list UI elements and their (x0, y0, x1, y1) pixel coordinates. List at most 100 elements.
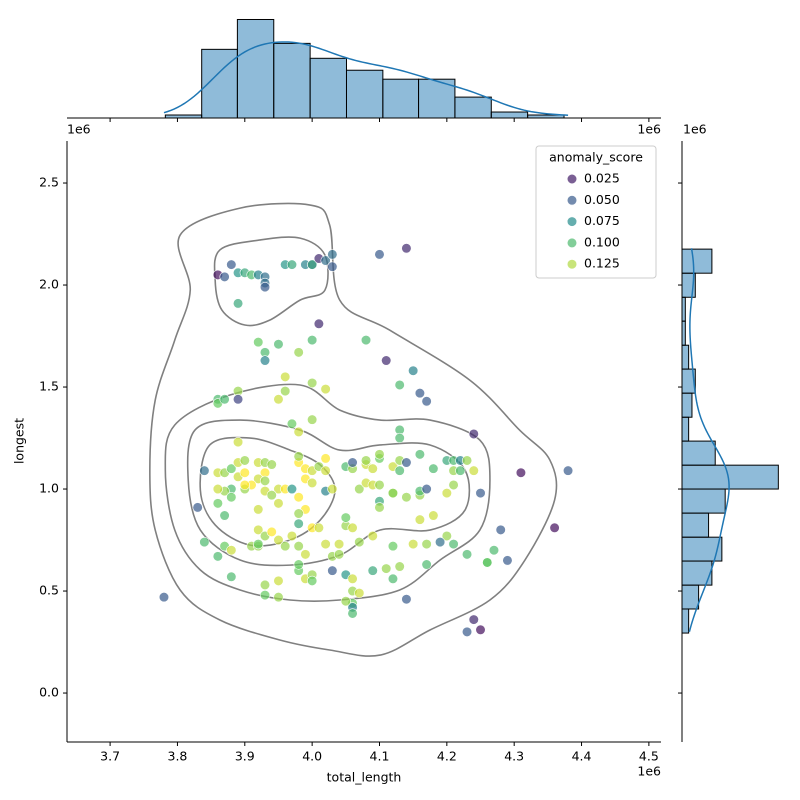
scatter-point (266, 459, 277, 470)
top-hist-bar (164, 114, 203, 119)
y-tick-label: 1.0 (39, 481, 59, 496)
scatter-point (441, 488, 452, 499)
legend-marker (566, 259, 578, 270)
scatter-point (286, 259, 298, 270)
scatter-point (293, 451, 304, 462)
scatter-point (212, 498, 223, 509)
scatter-point (320, 465, 331, 476)
scatter-point (293, 347, 304, 358)
scatter-point (280, 386, 291, 397)
scatter-point (273, 339, 284, 350)
scatter-point (307, 259, 318, 270)
contours (149, 202, 558, 657)
scatter-point (354, 483, 365, 495)
scatter-point (333, 539, 345, 550)
scatter-point (374, 449, 385, 460)
scatter-point (212, 551, 223, 562)
scatter-point (232, 298, 244, 309)
scatter-point (158, 592, 170, 603)
scatter-point (286, 530, 298, 542)
legend-title: anomaly_score (549, 150, 643, 165)
scatter-point (199, 536, 210, 548)
scatter-point (313, 318, 324, 329)
scatter-point (387, 541, 399, 552)
top-hist-bar (236, 18, 275, 119)
scatter-point (259, 281, 271, 293)
scatter-point (367, 565, 378, 576)
scatter-point (226, 545, 237, 556)
scatter-point (219, 394, 230, 405)
scatter-point (232, 437, 244, 448)
scatter-point (562, 465, 574, 476)
scatter-point (333, 549, 345, 560)
scatter-point (401, 594, 412, 605)
right-kde-line (688, 248, 730, 633)
offset-text: 1e6 (637, 764, 661, 779)
scatter-point (219, 271, 230, 282)
scatter-point (408, 539, 419, 550)
scatter-point (259, 590, 271, 601)
kde-contour (149, 202, 558, 657)
scatter-point (320, 453, 331, 464)
scatter-point (313, 522, 324, 533)
offset-text: 1e6 (67, 122, 91, 137)
scatter-point (293, 518, 304, 529)
right-hist-bar (681, 296, 686, 322)
x-tick-label: 3.8 (168, 749, 188, 764)
scatter-point (408, 365, 419, 376)
top-hist-bar (273, 42, 311, 119)
x-tick-label: 4.1 (370, 749, 390, 764)
right-hist-bar (681, 344, 690, 370)
scatter-point (455, 465, 466, 476)
top-hist-bar (418, 78, 456, 119)
scatter-point (549, 522, 560, 533)
right-hist-bar (681, 512, 710, 538)
scatter-point (367, 463, 378, 474)
top-hist-bar (490, 111, 529, 119)
scatter-point (253, 504, 264, 515)
scatter-point (266, 490, 277, 501)
right-hist-bar (681, 608, 690, 634)
scatter-point (421, 396, 432, 407)
scatter-point (414, 449, 425, 460)
right-hist-bar (681, 440, 716, 466)
x-axis-label: total_length (327, 770, 402, 785)
legend-label: 0.050 (584, 192, 620, 207)
scatter-point (414, 514, 425, 525)
points (158, 243, 574, 637)
kde-contour (213, 236, 329, 327)
x-tick-label: 4.3 (504, 749, 524, 764)
scatter-point (394, 379, 405, 391)
scatter-point (428, 510, 439, 521)
scatter-point (219, 510, 230, 521)
scatter-point (293, 492, 304, 503)
scatter-point (495, 524, 506, 535)
top-hist-bar (527, 114, 565, 119)
x-tick-label: 4.5 (639, 749, 659, 764)
scatter-point (354, 587, 365, 599)
scatter-point (401, 492, 412, 503)
scatter-point (374, 502, 385, 513)
scatter-point (347, 522, 358, 533)
scatter-point (212, 483, 223, 495)
top-hist-bar (309, 57, 347, 119)
scatter-point (475, 488, 486, 499)
scatter-point (273, 498, 284, 509)
scatter-point (360, 455, 372, 466)
scatter-point (320, 383, 331, 395)
scatter-point (226, 571, 237, 582)
scatter-point (280, 371, 291, 382)
scatter-point (307, 377, 318, 389)
scatter-point (374, 249, 385, 260)
scatter-point (226, 463, 237, 474)
scatter-point (239, 479, 250, 491)
scatter-point (468, 465, 479, 476)
scatter-point (394, 465, 405, 476)
scatter-point (468, 428, 479, 440)
legend-marker (566, 237, 578, 248)
scatter-point (448, 539, 459, 550)
kde-contour (186, 419, 471, 567)
right-hist-bar (681, 320, 686, 346)
legend: anomaly_score 0.025 0.050 0.075 0.100 0.125 (535, 145, 657, 279)
